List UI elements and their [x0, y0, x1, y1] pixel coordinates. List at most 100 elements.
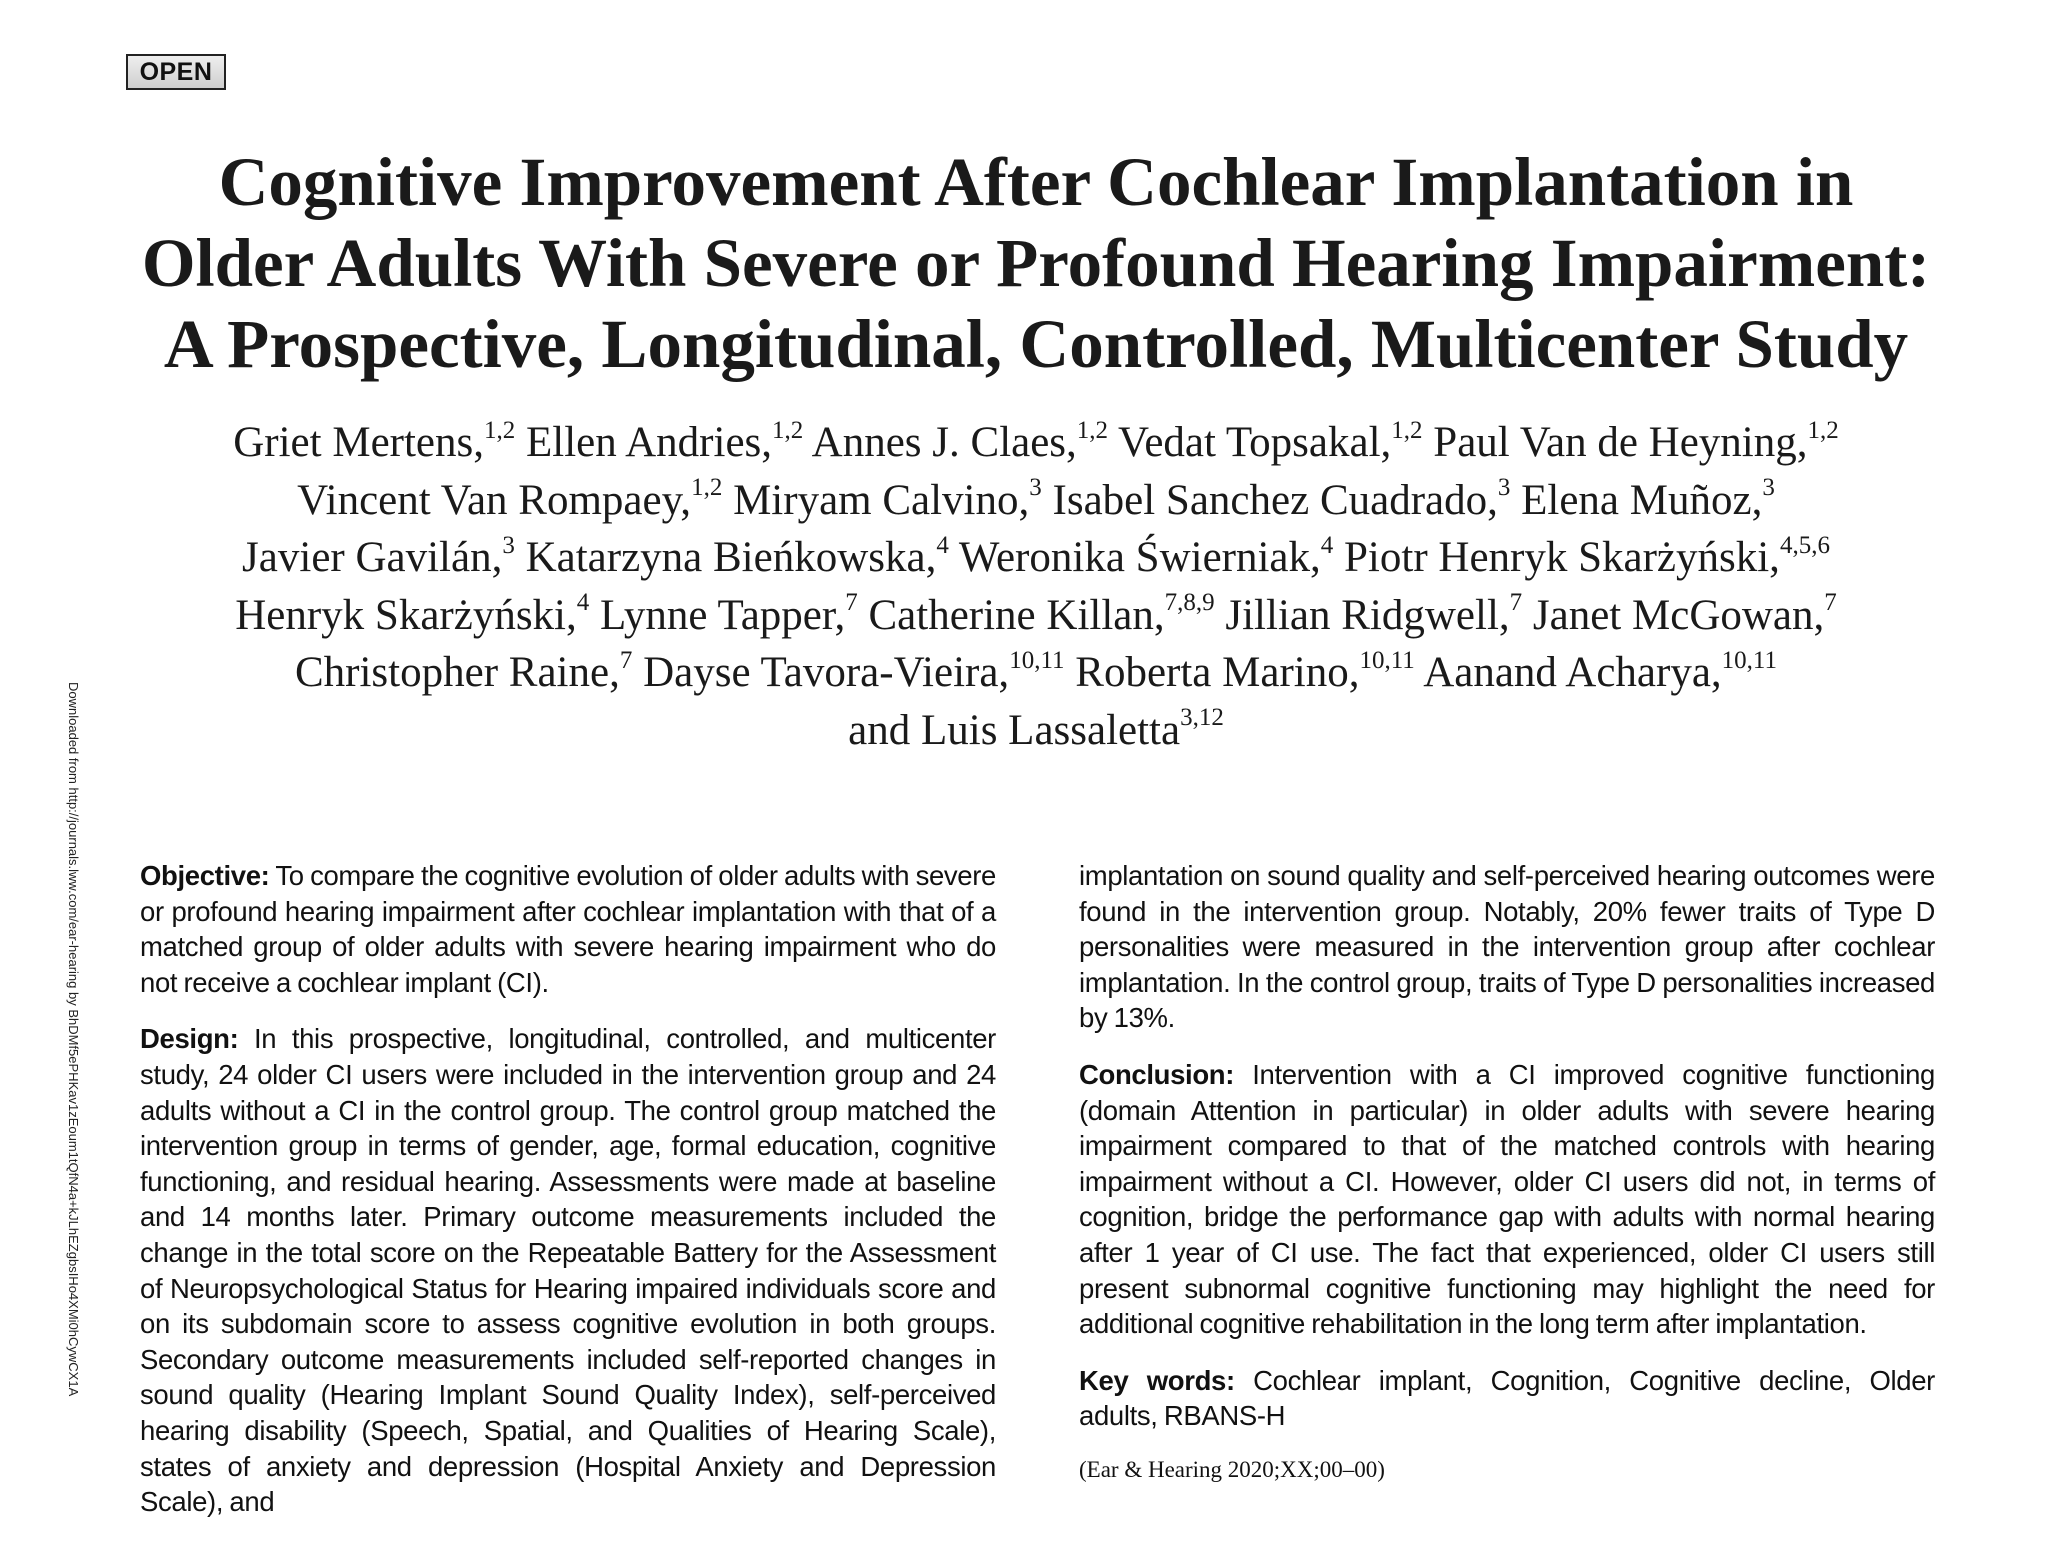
author-name: Paul Van de Heyning,: [1433, 419, 1808, 466]
affiliation-marker: 10,11: [1359, 646, 1415, 674]
affiliation-marker: 1,2: [1076, 416, 1109, 444]
affiliation-marker: 7,8,9: [1164, 589, 1215, 617]
author-name: Lynne Tapper,: [600, 591, 846, 639]
author: Annes J. Claes,1,2: [811, 416, 1109, 466]
author-name: Elena Muñoz,: [1521, 476, 1763, 524]
affiliation-marker: 3: [1497, 474, 1511, 502]
author: Katarzyna Bieńkowska,4: [525, 531, 949, 581]
abstract-objective: Objective: To compare the cognitive evol…: [140, 858, 996, 1000]
author-line: Henryk Skarżyński,4 Lynne Tapper,7 Cathe…: [120, 587, 1952, 645]
author: Roberta Marino,10,11: [1075, 646, 1415, 696]
abstract-left-column: Objective: To compare the cognitive evol…: [140, 858, 996, 1541]
author-name: Weronika Świerniak,: [958, 534, 1321, 581]
author: Ellen Andries,1,2: [526, 416, 804, 466]
section-text: Intervention with a CI improved cognitiv…: [1079, 1058, 1935, 1340]
section-text: In this prospective, longitudinal, contr…: [140, 1023, 996, 1518]
affiliation-marker: 1,2: [772, 416, 804, 444]
affiliation-marker: 4: [936, 531, 949, 559]
article-page: OPEN Downloaded from http://journals.lww…: [66, 54, 1952, 1517]
section-text: Cochlear implant, Cognition, Cognitive d…: [1079, 1364, 1935, 1432]
affiliation-marker: 7: [1824, 589, 1837, 617]
author: Henryk Skarżyński,4: [235, 589, 590, 639]
author: Vedat Topsakal,1,2: [1118, 416, 1423, 466]
author: Elena Muñoz,3: [1521, 474, 1775, 524]
affiliation-marker: 7: [845, 589, 858, 617]
affiliation-marker: 1,2: [1807, 416, 1839, 444]
author-name: Vincent Van Rompaey,: [297, 476, 692, 524]
affiliation-marker: 3: [1762, 474, 1775, 502]
journal-citation: (Ear & Hearing 2020;XX;00–00): [1079, 1456, 1385, 1482]
affiliation-marker: 10,11: [1721, 646, 1777, 674]
author-line: Javier Gavilán,3 Katarzyna Bieńkowska,4 …: [120, 529, 1952, 587]
affiliation-marker: 1,2: [691, 474, 723, 502]
affiliation-marker: 10,11: [1009, 646, 1065, 674]
abstract-keywords: Key words: Cochlear implant, Cognition, …: [1079, 1363, 1935, 1434]
affiliation-marker: 1,2: [1391, 416, 1423, 444]
affiliation-marker: 4: [1320, 531, 1334, 559]
author-name: Jillian Ridgwell,: [1225, 591, 1510, 639]
author-name: Javier Gavilán,: [242, 534, 503, 581]
author-name: Aanand Acharya,: [1423, 649, 1722, 696]
affiliation-marker: 3,12: [1180, 704, 1224, 732]
author: Dayse Tavora-Vieira,10,11: [643, 646, 1065, 696]
author-name: Roberta Marino,: [1075, 649, 1360, 696]
author-name: Dayse Tavora-Vieira,: [643, 649, 1010, 696]
author: Lynne Tapper,7: [600, 589, 858, 639]
author: Weronika Świerniak,4: [958, 531, 1334, 581]
affiliation-marker: 4,5,6: [1779, 531, 1830, 559]
author: Miryam Calvino,3: [733, 474, 1042, 524]
article-title: Cognitive Improvement After Cochlear Imp…: [120, 142, 1952, 385]
affiliation-marker: 7: [619, 646, 633, 674]
author-line: and Luis Lassaletta3,12: [120, 702, 1952, 760]
section-label: Key words:: [1079, 1364, 1235, 1396]
author-line: Christopher Raine,7 Dayse Tavora-Vieira,…: [120, 644, 1952, 702]
author-name: Isabel Sanchez Cuadrado,: [1052, 476, 1498, 524]
author-name: Annes J. Claes,: [811, 419, 1077, 466]
affiliation-marker: 3: [1029, 474, 1042, 502]
author-name: Piotr Henryk Skarżyński,: [1344, 534, 1780, 581]
author: Janet McGowan,7: [1532, 589, 1837, 639]
affiliation-marker: 4: [576, 589, 590, 617]
affiliation-marker: 3: [502, 531, 515, 559]
author: Griet Mertens,1,2: [233, 416, 516, 466]
author: Christopher Raine,7: [294, 646, 633, 696]
author-list: Griet Mertens,1,2 Ellen Andries,1,2 Anne…: [120, 414, 1952, 759]
abstract-design: Design: In this prospective, longitudina…: [140, 1021, 996, 1519]
author-name: Ellen Andries,: [526, 419, 773, 466]
author: Catherine Killan,7,8,9: [868, 589, 1215, 639]
author-name: Katarzyna Bieńkowska,: [525, 534, 937, 581]
abstract-conclusion: Conclusion: Intervention with a CI impro…: [1079, 1057, 1935, 1342]
title-line: A Prospective, Longitudinal, Controlled,…: [163, 306, 1909, 382]
author-line: Griet Mertens,1,2 Ellen Andries,1,2 Anne…: [120, 414, 1952, 472]
title-line: Cognitive Improvement After Cochlear Imp…: [218, 144, 1854, 220]
abstract-results-continued: implantation on sound quality and self-p…: [1079, 858, 1935, 1036]
download-watermark: Downloaded from http://journals.lww.com/…: [66, 682, 81, 1397]
author-name: Vedat Topsakal,: [1118, 419, 1392, 466]
title-line: Older Adults With Severe or Profound Hea…: [141, 225, 1931, 301]
section-text: To compare the cognitive evolution of ol…: [140, 860, 997, 998]
author: Isabel Sanchez Cuadrado,3: [1052, 474, 1511, 524]
author-name: Catherine Killan,: [868, 591, 1165, 639]
author: Piotr Henryk Skarżyński,4,5,6: [1344, 531, 1830, 581]
open-access-badge: OPEN: [126, 54, 226, 90]
section-label: Conclusion:: [1079, 1058, 1235, 1090]
author-line: Vincent Van Rompaey,1,2 Miryam Calvino,3…: [120, 472, 1952, 530]
author: Aanand Acharya,10,11: [1423, 646, 1777, 696]
author-name: Christopher Raine,: [294, 649, 620, 696]
author: Javier Gavilán,3: [242, 531, 515, 581]
author: Jillian Ridgwell,7: [1225, 589, 1523, 639]
section-label: Design:: [140, 1023, 239, 1055]
author: Vincent Van Rompaey,1,2: [297, 474, 723, 524]
affiliation-marker: 7: [1509, 589, 1523, 617]
affiliation-marker: 1,2: [484, 416, 516, 444]
author: and Luis Lassaletta3,12: [848, 704, 1224, 754]
author-name: and Luis Lassaletta: [848, 706, 1181, 754]
author: Paul Van de Heyning,1,2: [1433, 416, 1839, 466]
section-text: implantation on sound quality and self-p…: [1079, 860, 1935, 1034]
abstract-right-column: implantation on sound quality and self-p…: [1079, 858, 1935, 1485]
author-name: Miryam Calvino,: [733, 476, 1030, 524]
author-name: Henryk Skarżyński,: [235, 591, 577, 639]
author-name: Griet Mertens,: [233, 419, 484, 466]
author-name: Janet McGowan,: [1532, 591, 1825, 639]
section-label: Objective:: [140, 860, 270, 891]
